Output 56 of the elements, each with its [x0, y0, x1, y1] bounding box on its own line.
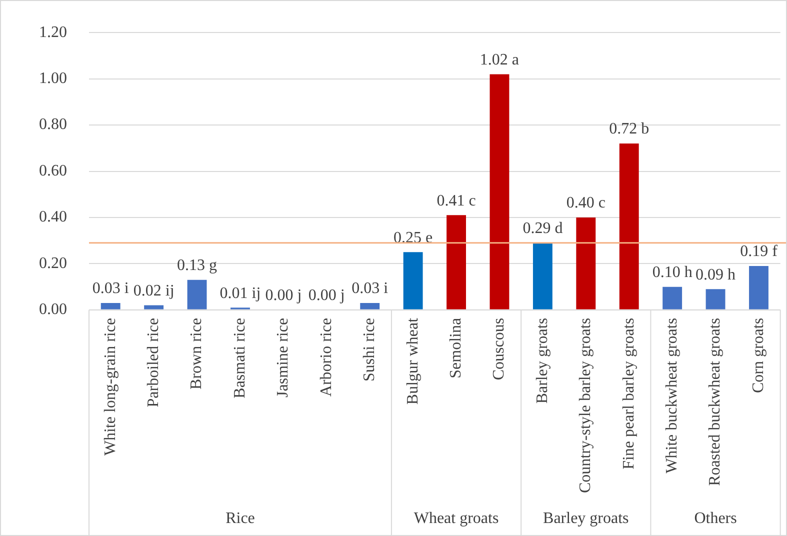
y-tick-label: 0.80 — [39, 116, 67, 134]
bar — [100, 302, 120, 310]
bar — [187, 280, 207, 310]
y-tick-label: 1.00 — [39, 70, 67, 88]
y-tick-label: 1.20 — [39, 24, 67, 41]
text: Wheat groats — [414, 510, 499, 528]
bar — [662, 286, 682, 310]
x-tick-label: Brown rice — [188, 318, 206, 390]
x-tick-label: Corn groats — [750, 318, 767, 394]
data-label: 0.25 e — [394, 229, 433, 246]
data-label: 0.10 h — [652, 264, 692, 282]
bar — [532, 242, 552, 310]
data-label: 0.19 f — [740, 243, 778, 260]
data-label: 0.40 c — [566, 194, 606, 212]
x-tick-label: Sushi rice — [361, 318, 378, 382]
x-tick-label: White buckwheat groats — [664, 318, 681, 474]
x-tick-label: Couscous — [490, 318, 508, 380]
x-tick-label: Roasted buckwheat groats — [706, 318, 724, 486]
data-label: 0.09 h — [696, 266, 736, 284]
bar — [403, 252, 423, 310]
data-label: 0.00 j — [265, 287, 302, 304]
bar — [490, 74, 510, 310]
data-label: 0.03 i — [352, 280, 389, 298]
bar — [619, 144, 639, 310]
data-label: 0.02 ij — [133, 282, 174, 300]
x-tick-label: Basmati rice — [231, 318, 248, 398]
y-tick-label: 0.40 — [39, 208, 67, 226]
text: Barley groats — [543, 510, 629, 528]
x-tick-label: Bulgur wheat — [404, 317, 422, 405]
x-tick-label: Parboiled rice — [145, 318, 162, 408]
bar — [360, 302, 380, 310]
bar — [749, 266, 768, 310]
data-label: 0.72 b — [609, 120, 650, 138]
data-label: 0.13 g — [177, 257, 218, 274]
bar — [446, 215, 466, 310]
data-label: 0.29 d — [522, 220, 563, 238]
x-tick-label: Semolina — [447, 318, 464, 378]
data-label: 0.01 ij — [220, 284, 261, 302]
x-tick-label: Barley groats — [534, 318, 551, 404]
bar — [144, 305, 164, 310]
x-tick-label: Jasmine rice — [274, 318, 292, 398]
y-tick-label: 0.00 — [39, 301, 67, 318]
y-tick-label: 0.20 — [39, 254, 67, 272]
data-label: 0.00 j — [308, 287, 345, 304]
bar — [706, 289, 726, 310]
data-label: 1.02 a — [480, 51, 520, 68]
x-tick-label: Arborio rice — [318, 318, 335, 397]
data-label: 0.41 c — [436, 192, 476, 210]
x-tick-label: White long-grain rice — [102, 318, 119, 456]
text: Rice — [226, 510, 255, 528]
bar — [576, 217, 596, 310]
text: Others — [694, 510, 737, 528]
data-label: 0.03 i — [92, 280, 130, 298]
x-tick-label: Fine pearl barley groats — [620, 318, 638, 470]
y-tick-label: 0.60 — [39, 162, 67, 180]
x-tick-label: Country-style barley groats — [577, 318, 594, 494]
